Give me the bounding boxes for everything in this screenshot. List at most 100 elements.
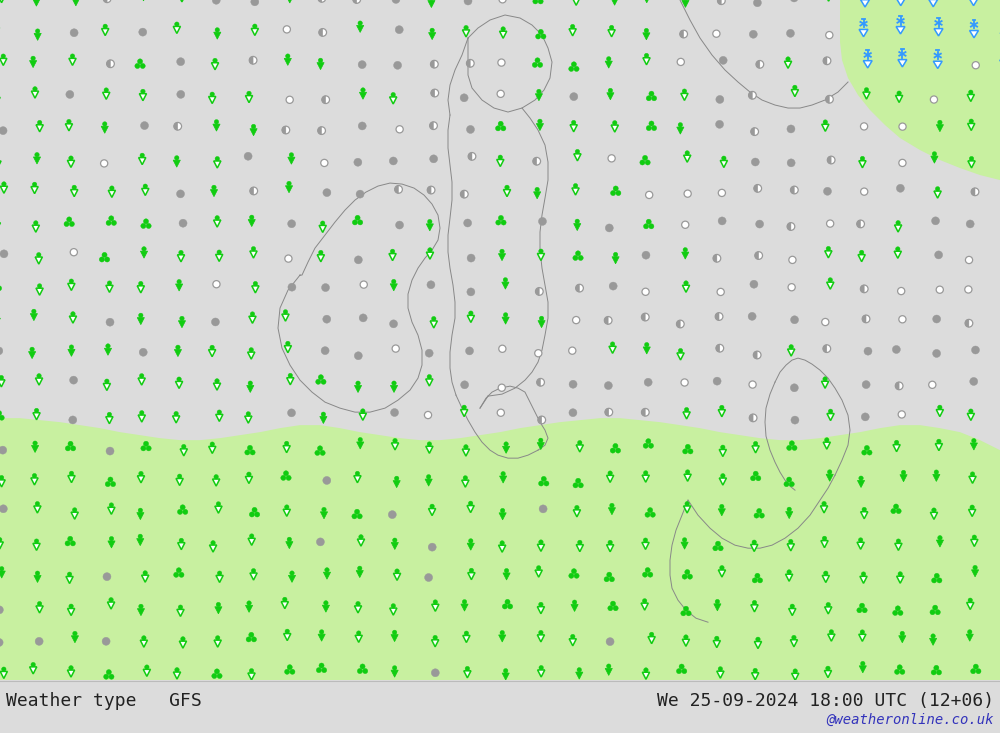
Wedge shape xyxy=(680,30,684,38)
Circle shape xyxy=(320,450,325,455)
Polygon shape xyxy=(572,188,579,195)
Circle shape xyxy=(604,382,612,389)
Polygon shape xyxy=(681,542,688,549)
Circle shape xyxy=(102,122,107,126)
Polygon shape xyxy=(720,161,727,168)
Polygon shape xyxy=(970,31,978,38)
Circle shape xyxy=(106,447,114,455)
Circle shape xyxy=(753,441,758,446)
Circle shape xyxy=(215,636,220,640)
Circle shape xyxy=(0,415,4,420)
Circle shape xyxy=(716,95,724,103)
Polygon shape xyxy=(355,636,362,642)
Wedge shape xyxy=(676,320,680,328)
Circle shape xyxy=(501,471,505,476)
Circle shape xyxy=(616,448,621,453)
Circle shape xyxy=(645,512,650,517)
Circle shape xyxy=(644,668,648,672)
Wedge shape xyxy=(965,320,969,327)
Polygon shape xyxy=(462,449,470,456)
Polygon shape xyxy=(140,640,147,647)
Polygon shape xyxy=(500,32,507,38)
Circle shape xyxy=(69,471,74,476)
Circle shape xyxy=(70,541,75,546)
Circle shape xyxy=(935,610,940,615)
Circle shape xyxy=(720,405,724,410)
Circle shape xyxy=(460,94,468,102)
Circle shape xyxy=(65,446,70,451)
Polygon shape xyxy=(356,570,363,578)
Circle shape xyxy=(287,701,292,705)
Circle shape xyxy=(359,534,363,539)
Circle shape xyxy=(646,438,651,443)
Polygon shape xyxy=(682,285,690,292)
Circle shape xyxy=(358,438,362,442)
Polygon shape xyxy=(611,0,618,5)
Polygon shape xyxy=(677,127,684,134)
Circle shape xyxy=(246,637,251,642)
Circle shape xyxy=(678,348,683,353)
Circle shape xyxy=(536,566,541,570)
Polygon shape xyxy=(284,346,291,353)
Polygon shape xyxy=(71,512,78,519)
Polygon shape xyxy=(498,254,506,261)
Circle shape xyxy=(464,445,468,449)
Circle shape xyxy=(642,251,650,259)
Polygon shape xyxy=(684,155,691,162)
Circle shape xyxy=(575,150,580,154)
Polygon shape xyxy=(176,284,183,291)
Circle shape xyxy=(27,703,32,708)
Circle shape xyxy=(759,513,764,518)
Wedge shape xyxy=(718,0,721,4)
Polygon shape xyxy=(250,129,257,136)
Circle shape xyxy=(68,441,73,446)
Circle shape xyxy=(143,184,148,188)
Circle shape xyxy=(535,188,539,192)
Circle shape xyxy=(103,0,111,3)
Polygon shape xyxy=(859,666,866,673)
Circle shape xyxy=(250,450,255,455)
Circle shape xyxy=(718,189,725,196)
Circle shape xyxy=(938,536,942,540)
Circle shape xyxy=(106,318,114,326)
Polygon shape xyxy=(718,509,725,516)
Circle shape xyxy=(756,220,764,228)
Circle shape xyxy=(607,572,612,578)
Circle shape xyxy=(971,188,979,196)
Wedge shape xyxy=(641,408,645,416)
Polygon shape xyxy=(896,26,905,34)
Circle shape xyxy=(391,92,395,97)
Polygon shape xyxy=(751,605,758,612)
Polygon shape xyxy=(320,512,328,519)
Circle shape xyxy=(648,507,653,512)
Polygon shape xyxy=(173,416,180,423)
Circle shape xyxy=(539,505,547,513)
Polygon shape xyxy=(749,698,756,705)
Circle shape xyxy=(319,250,323,255)
Polygon shape xyxy=(214,702,221,710)
Circle shape xyxy=(179,698,184,702)
Wedge shape xyxy=(535,287,539,295)
Circle shape xyxy=(285,669,290,674)
Circle shape xyxy=(969,156,974,161)
Polygon shape xyxy=(933,474,940,482)
Polygon shape xyxy=(682,639,690,647)
Polygon shape xyxy=(286,705,293,712)
Polygon shape xyxy=(72,0,79,6)
Polygon shape xyxy=(828,634,835,641)
Circle shape xyxy=(578,540,582,545)
Polygon shape xyxy=(859,161,866,168)
Circle shape xyxy=(893,611,898,616)
Polygon shape xyxy=(502,282,509,289)
Polygon shape xyxy=(250,251,257,258)
Polygon shape xyxy=(288,575,296,583)
Polygon shape xyxy=(821,381,829,388)
Polygon shape xyxy=(430,321,437,328)
Circle shape xyxy=(430,504,434,509)
Circle shape xyxy=(505,185,509,190)
Circle shape xyxy=(140,410,144,415)
Polygon shape xyxy=(900,475,907,482)
Polygon shape xyxy=(69,316,77,323)
Polygon shape xyxy=(936,410,943,416)
Circle shape xyxy=(790,604,795,608)
